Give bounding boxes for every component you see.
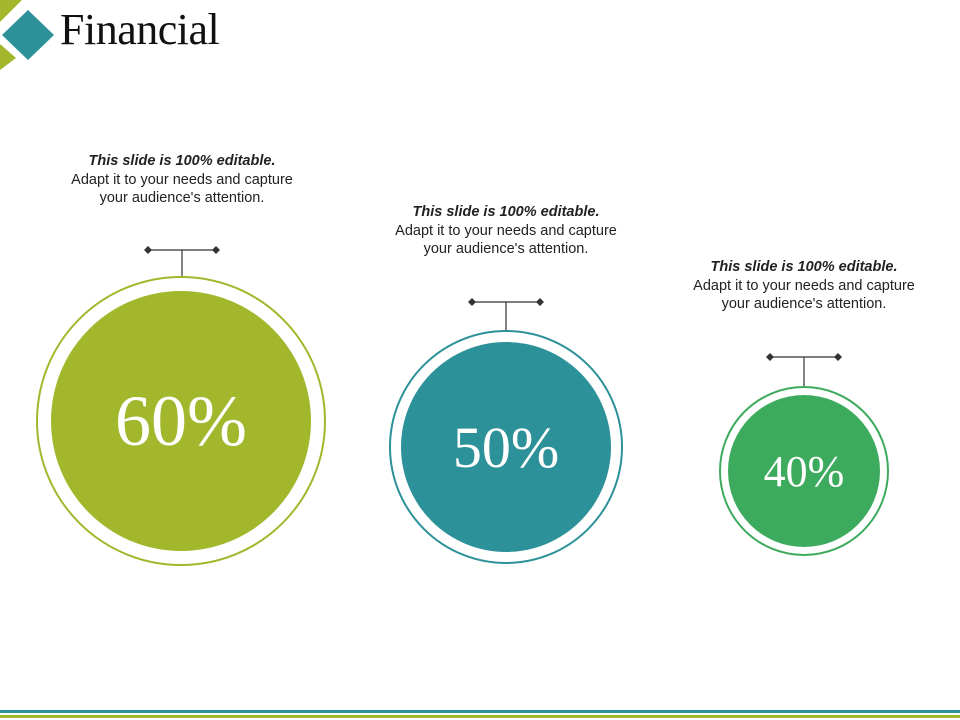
- percent-circle-50: 50%: [389, 330, 623, 564]
- callout-3: This slide is 100% editable. Adapt it to…: [692, 258, 916, 314]
- percent-value-50: 50%: [401, 342, 611, 552]
- percent-value-40: 40%: [728, 395, 880, 547]
- callout-1-body: Adapt it to your needs and capture your …: [71, 171, 293, 207]
- percent-value-60: 60%: [51, 291, 311, 551]
- callout-2: This slide is 100% editable. Adapt it to…: [394, 203, 618, 259]
- callout-3-heading: This slide is 100% editable.: [710, 259, 898, 275]
- diamond-marker-icon: [536, 298, 544, 306]
- callout-2-heading: This slide is 100% editable.: [412, 204, 600, 220]
- percent-circle-40: 40%: [719, 386, 889, 556]
- slide-title: Financial: [60, 5, 220, 54]
- percent-circle-60: 60%: [36, 276, 326, 566]
- footer-stripes: [0, 710, 960, 718]
- connector-2: [468, 298, 544, 330]
- callout-1: This slide is 100% editable. Adapt it to…: [70, 152, 294, 208]
- callout-2-body: Adapt it to your needs and capture your …: [395, 222, 617, 258]
- diamond-marker-icon: [834, 353, 842, 361]
- diamond-marker-icon: [144, 246, 152, 254]
- callout-1-heading: This slide is 100% editable.: [88, 153, 276, 169]
- diamond-marker-icon: [212, 246, 220, 254]
- diamond-marker-icon: [468, 298, 476, 306]
- diamond-marker-icon: [766, 353, 774, 361]
- connector-3: [766, 353, 842, 387]
- title-diamond-icon: [0, 0, 54, 70]
- callout-3-body: Adapt it to your needs and capture your …: [693, 277, 915, 313]
